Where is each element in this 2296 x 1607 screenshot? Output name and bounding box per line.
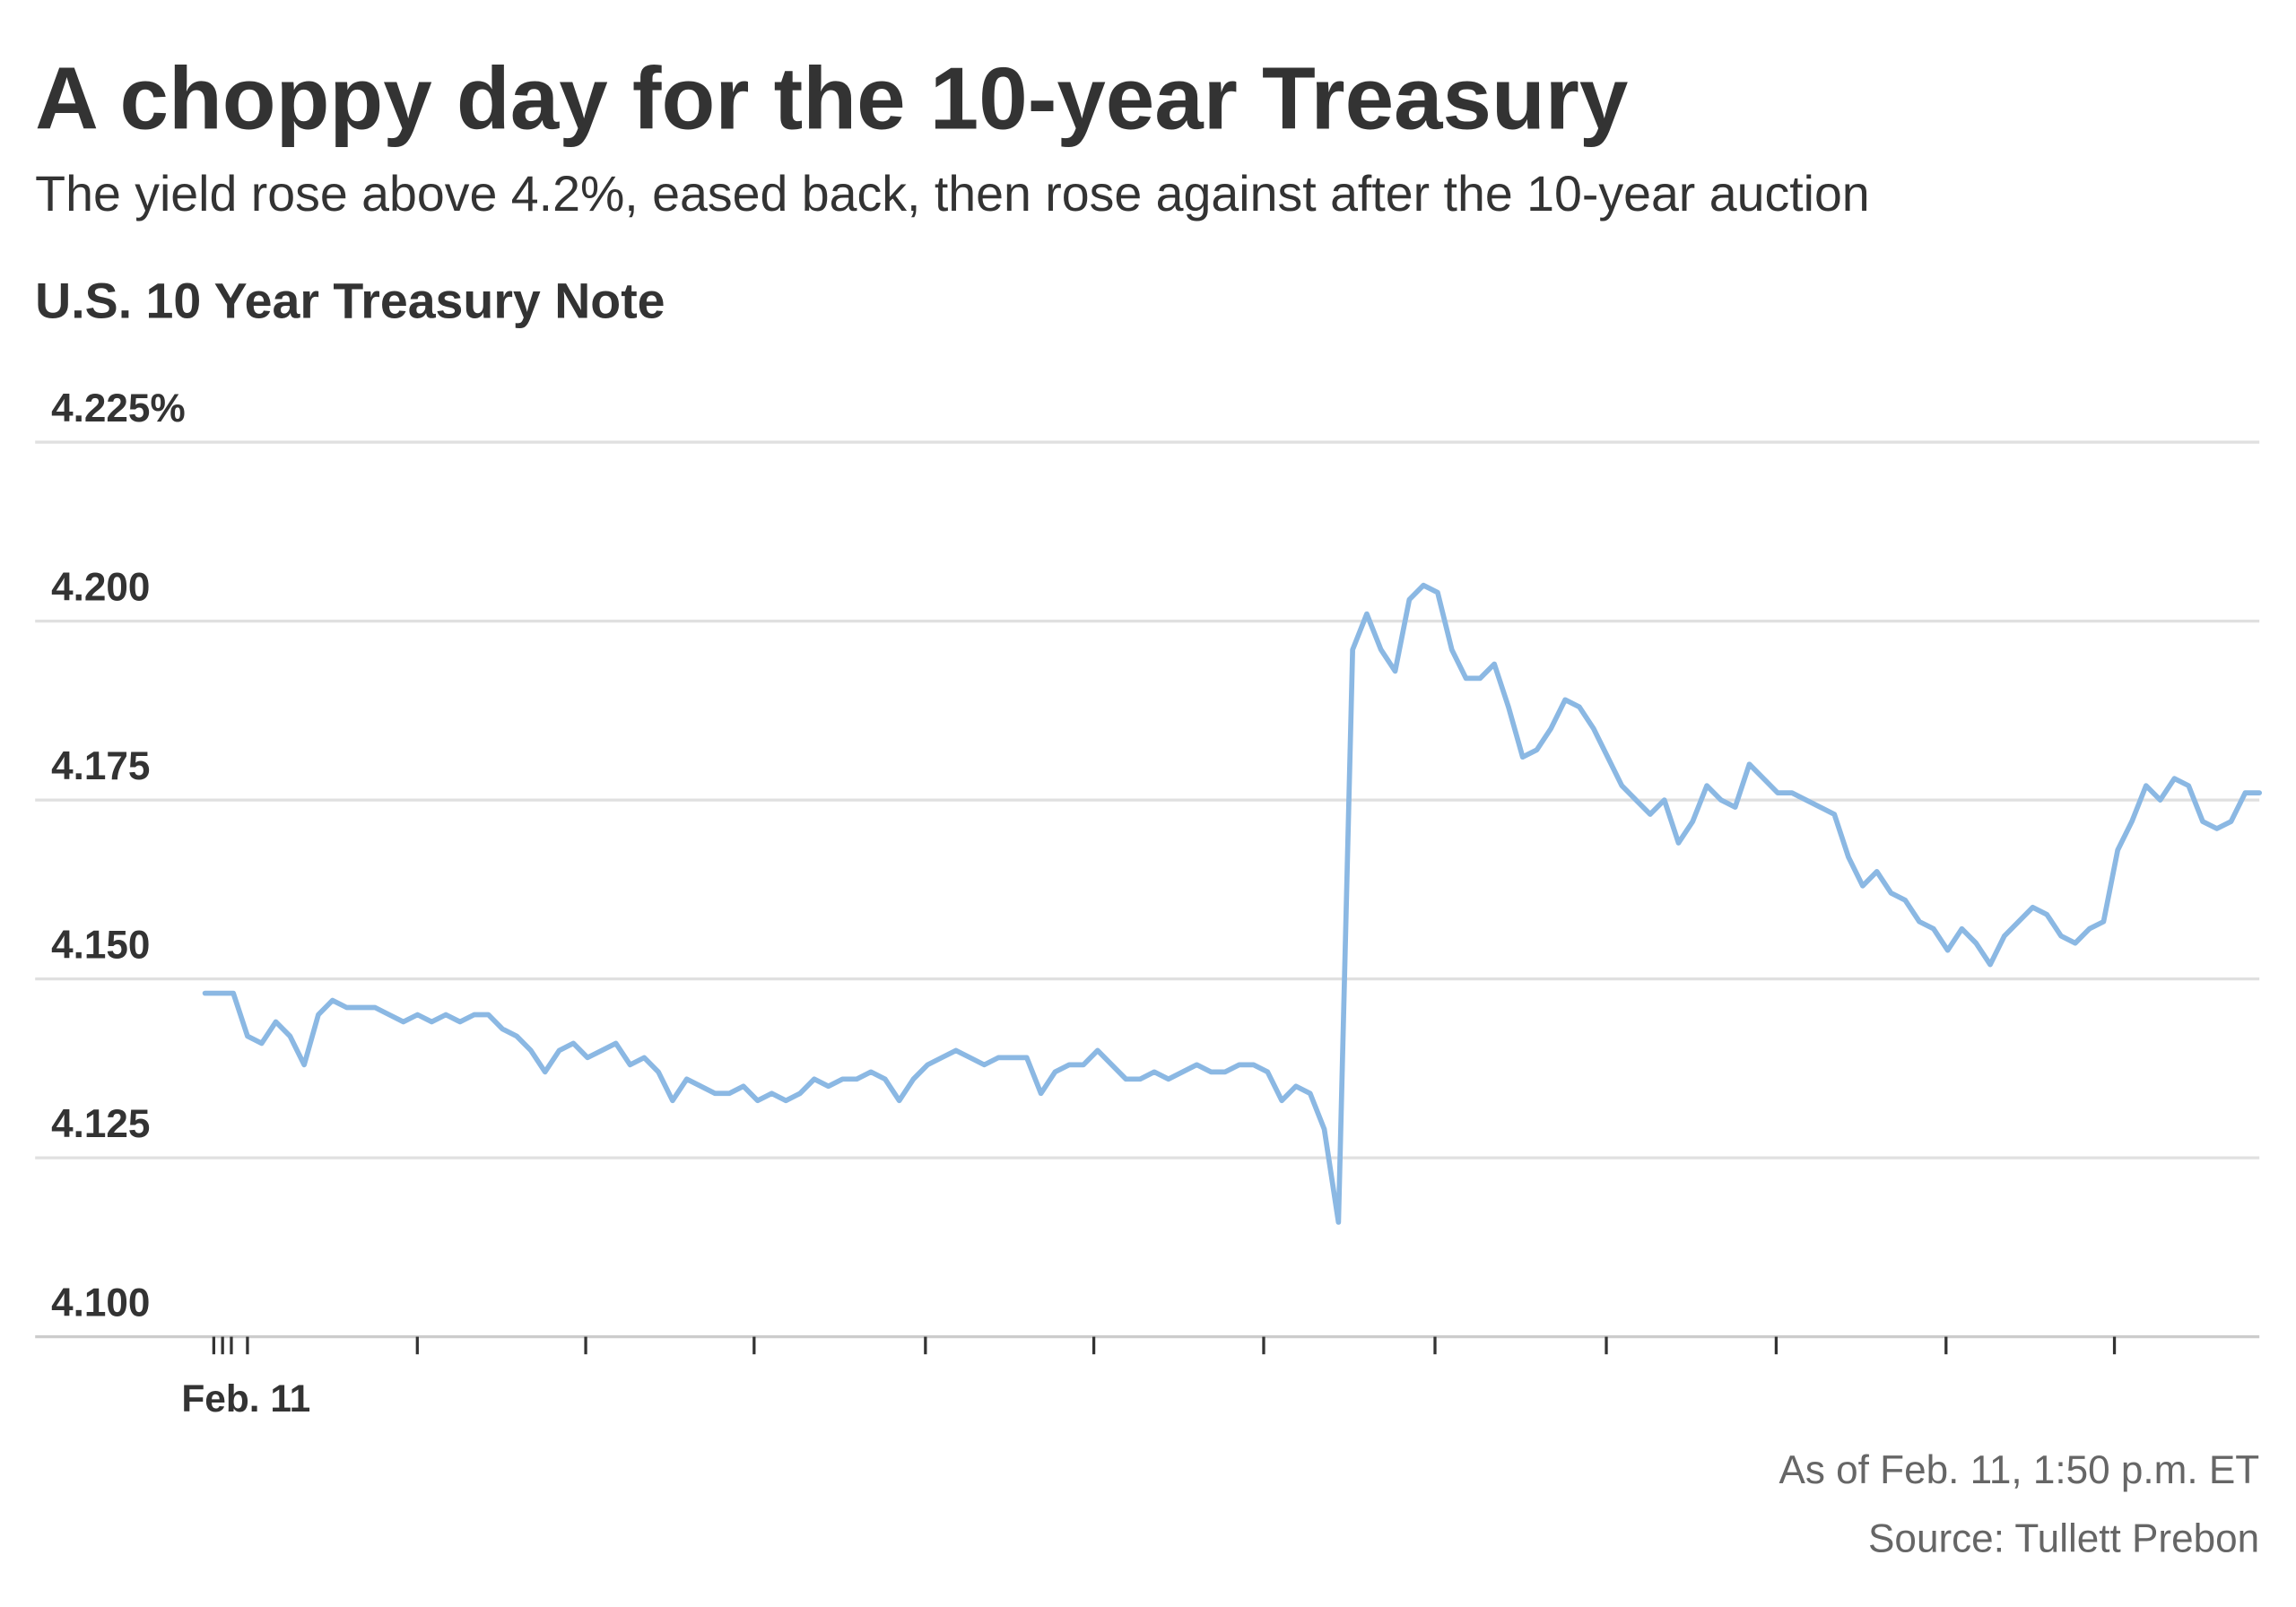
- y-tick-label: 4.100: [51, 1281, 150, 1325]
- x-axis-label: Feb. 11: [181, 1377, 310, 1420]
- chart-title: U.S. 10 Year Treasury Note: [35, 273, 665, 328]
- title: A choppy day for the 10-year Treasury: [35, 49, 1628, 148]
- source: Source: Tullett Prebon: [1868, 1517, 2259, 1561]
- data-line: [202, 582, 2263, 1225]
- note: As of Feb. 11, 1:50 p.m. ET: [1779, 1448, 2259, 1492]
- subtitle: The yield rose above 4.2%, eased back, t…: [35, 166, 1870, 222]
- y-tick-label: 4.125: [51, 1102, 150, 1146]
- y-tick-label: 4.150: [51, 924, 150, 968]
- y-tick-label: 4.175: [51, 744, 150, 788]
- y-tick-label: 4.200: [51, 566, 150, 610]
- y-tick-label: 4.225%: [51, 387, 185, 430]
